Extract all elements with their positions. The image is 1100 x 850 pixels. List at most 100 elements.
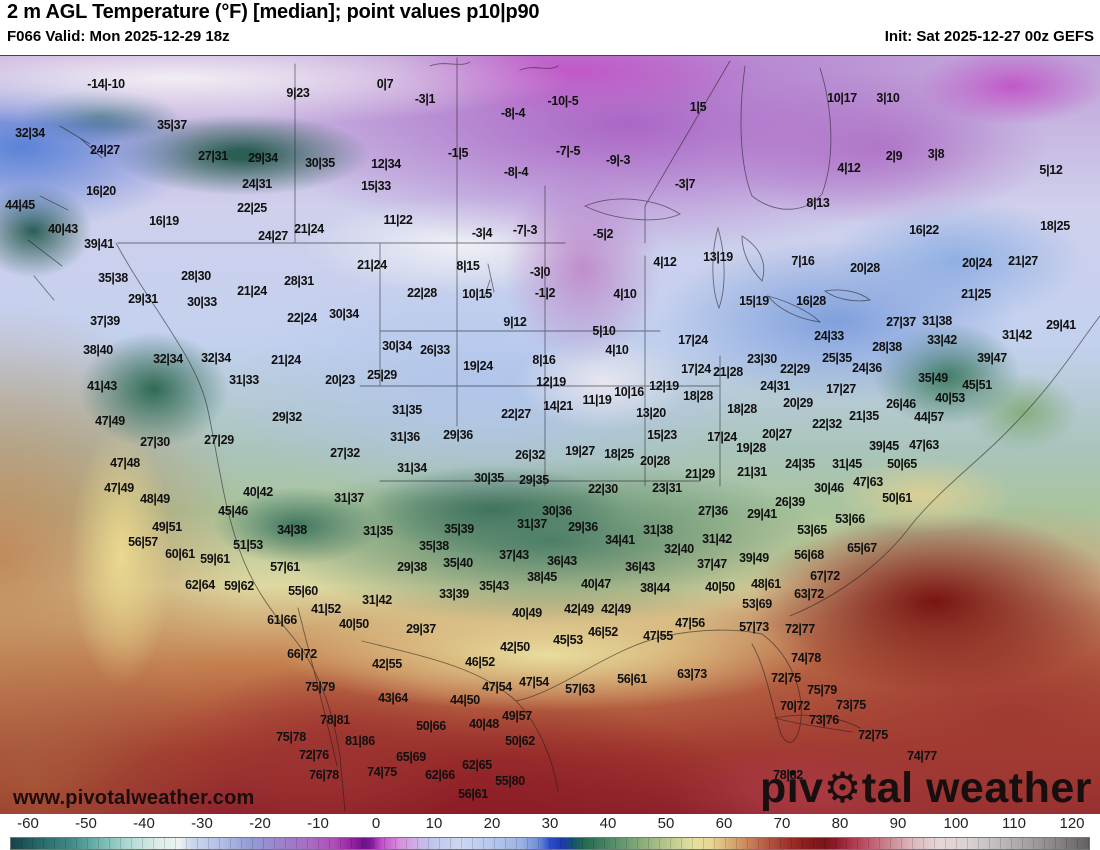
point-value: 35|43 xyxy=(479,579,509,593)
colorbar-tick: -40 xyxy=(133,815,155,832)
point-value: 34|38 xyxy=(277,523,307,537)
point-value: 12|34 xyxy=(371,157,401,171)
point-value: 18|25 xyxy=(1040,219,1070,233)
point-value: 53|69 xyxy=(742,597,772,611)
point-value: 49|57 xyxy=(502,709,532,723)
point-value: 30|46 xyxy=(814,481,844,495)
point-value: 46|52 xyxy=(588,625,618,639)
point-value: 22|28 xyxy=(407,286,437,300)
point-value: -9|-3 xyxy=(605,153,631,167)
point-value: 31|38 xyxy=(922,314,952,328)
point-value: 13|19 xyxy=(703,250,733,264)
point-value: 48|61 xyxy=(751,577,781,591)
point-value: 42|49 xyxy=(601,602,631,616)
point-value: 31|37 xyxy=(517,517,547,531)
point-value: 81|86 xyxy=(345,734,375,748)
point-value: 18|28 xyxy=(727,402,757,416)
colorbar-tick: 40 xyxy=(599,815,617,832)
point-value: 30|33 xyxy=(187,295,217,309)
point-value: 31|35 xyxy=(392,403,422,417)
point-value: 72|75 xyxy=(858,728,888,742)
point-value: 18|25 xyxy=(604,447,634,461)
point-value: 8|15 xyxy=(456,259,480,273)
point-value: -1|2 xyxy=(534,286,556,300)
point-value: 62|66 xyxy=(425,768,455,782)
point-value: 29|34 xyxy=(248,151,278,165)
point-value: 24|33 xyxy=(814,329,844,343)
point-value: 26|32 xyxy=(515,448,545,462)
point-value: 41|43 xyxy=(87,379,117,393)
point-value: 40|43 xyxy=(48,222,78,236)
point-value: 21|24 xyxy=(357,258,387,272)
colorbar-gradient xyxy=(11,838,1089,849)
point-value: 70|72 xyxy=(780,699,810,713)
point-value: 50|61 xyxy=(882,491,912,505)
temperature-colorbar: -60 -50 -40 -30 -20 -10 0 10 20 30 40 50 60 70 80 90 100… xyxy=(0,814,1100,850)
point-value: 15|19 xyxy=(739,294,769,308)
point-value: 30|36 xyxy=(542,504,572,518)
point-value: 37|39 xyxy=(90,314,120,328)
point-value: 22|30 xyxy=(588,482,618,496)
point-value: 26|46 xyxy=(886,397,916,411)
page-title: 2 m AGL Temperature (°F) [median]; point… xyxy=(7,1,540,23)
point-value: 16|28 xyxy=(796,294,826,308)
point-value: 22|25 xyxy=(237,201,267,215)
point-value: 72|76 xyxy=(299,748,329,762)
point-value: -10|-5 xyxy=(547,94,579,108)
point-value: 24|31 xyxy=(242,177,272,191)
point-value: 50|62 xyxy=(505,734,535,748)
point-value: 40|42 xyxy=(243,485,273,499)
point-value: 0|7 xyxy=(376,77,394,91)
point-value: 50|66 xyxy=(416,719,446,733)
colorbar-tick: 110 xyxy=(1002,815,1026,832)
point-value: 16|19 xyxy=(149,214,179,228)
point-value: 40|53 xyxy=(935,391,965,405)
point-value: 30|34 xyxy=(329,307,359,321)
point-value: 73|76 xyxy=(809,713,839,727)
point-value: 48|49 xyxy=(140,492,170,506)
point-value: 9|23 xyxy=(286,86,310,100)
point-value: 30|35 xyxy=(305,156,335,170)
point-value: 42|55 xyxy=(372,657,402,671)
point-value: 20|27 xyxy=(762,427,792,441)
point-value: 40|50 xyxy=(705,580,735,594)
brand-text-right: tal weather xyxy=(861,764,1092,812)
point-value: 29|31 xyxy=(128,292,158,306)
colorbar-tick: 70 xyxy=(773,815,791,832)
point-value: 55|60 xyxy=(288,584,318,598)
colorbar-tick: 100 xyxy=(943,815,969,832)
point-value: 59|62 xyxy=(224,579,254,593)
point-value: 47|54 xyxy=(482,680,512,694)
point-value: 33|39 xyxy=(439,587,469,601)
gear-icon: ⚙ xyxy=(823,763,862,812)
point-value: 49|51 xyxy=(152,520,182,534)
point-value: 47|63 xyxy=(853,475,883,489)
point-value: 38|40 xyxy=(83,343,113,357)
point-value: 30|35 xyxy=(474,471,504,485)
point-value: 43|64 xyxy=(378,691,408,705)
point-value: 11|19 xyxy=(582,393,612,407)
point-value: 24|27 xyxy=(90,143,120,157)
point-value: 42|49 xyxy=(564,602,594,616)
point-value: 56|61 xyxy=(458,787,488,801)
point-value: 56|57 xyxy=(128,535,158,549)
point-value: 32|40 xyxy=(664,542,694,556)
point-value: 21|24 xyxy=(294,222,324,236)
point-value: 21|28 xyxy=(713,365,743,379)
map-borders-svg xyxy=(27,57,1100,812)
point-value: 27|37 xyxy=(886,315,916,329)
point-value: 24|27 xyxy=(258,229,288,243)
point-value: 20|29 xyxy=(783,396,813,410)
point-value: 22|27 xyxy=(501,407,531,421)
point-value: 31|42 xyxy=(362,593,392,607)
point-value: 10|15 xyxy=(462,287,492,301)
point-value: 62|65 xyxy=(462,758,492,772)
point-value: 46|52 xyxy=(465,655,495,669)
point-value: 36|43 xyxy=(547,554,577,568)
point-value: 37|47 xyxy=(697,557,727,571)
point-value: 31|38 xyxy=(643,523,673,537)
point-value: -7|-3 xyxy=(512,223,538,237)
brand-text-left: piv xyxy=(759,764,824,812)
point-value: 15|33 xyxy=(361,179,391,193)
